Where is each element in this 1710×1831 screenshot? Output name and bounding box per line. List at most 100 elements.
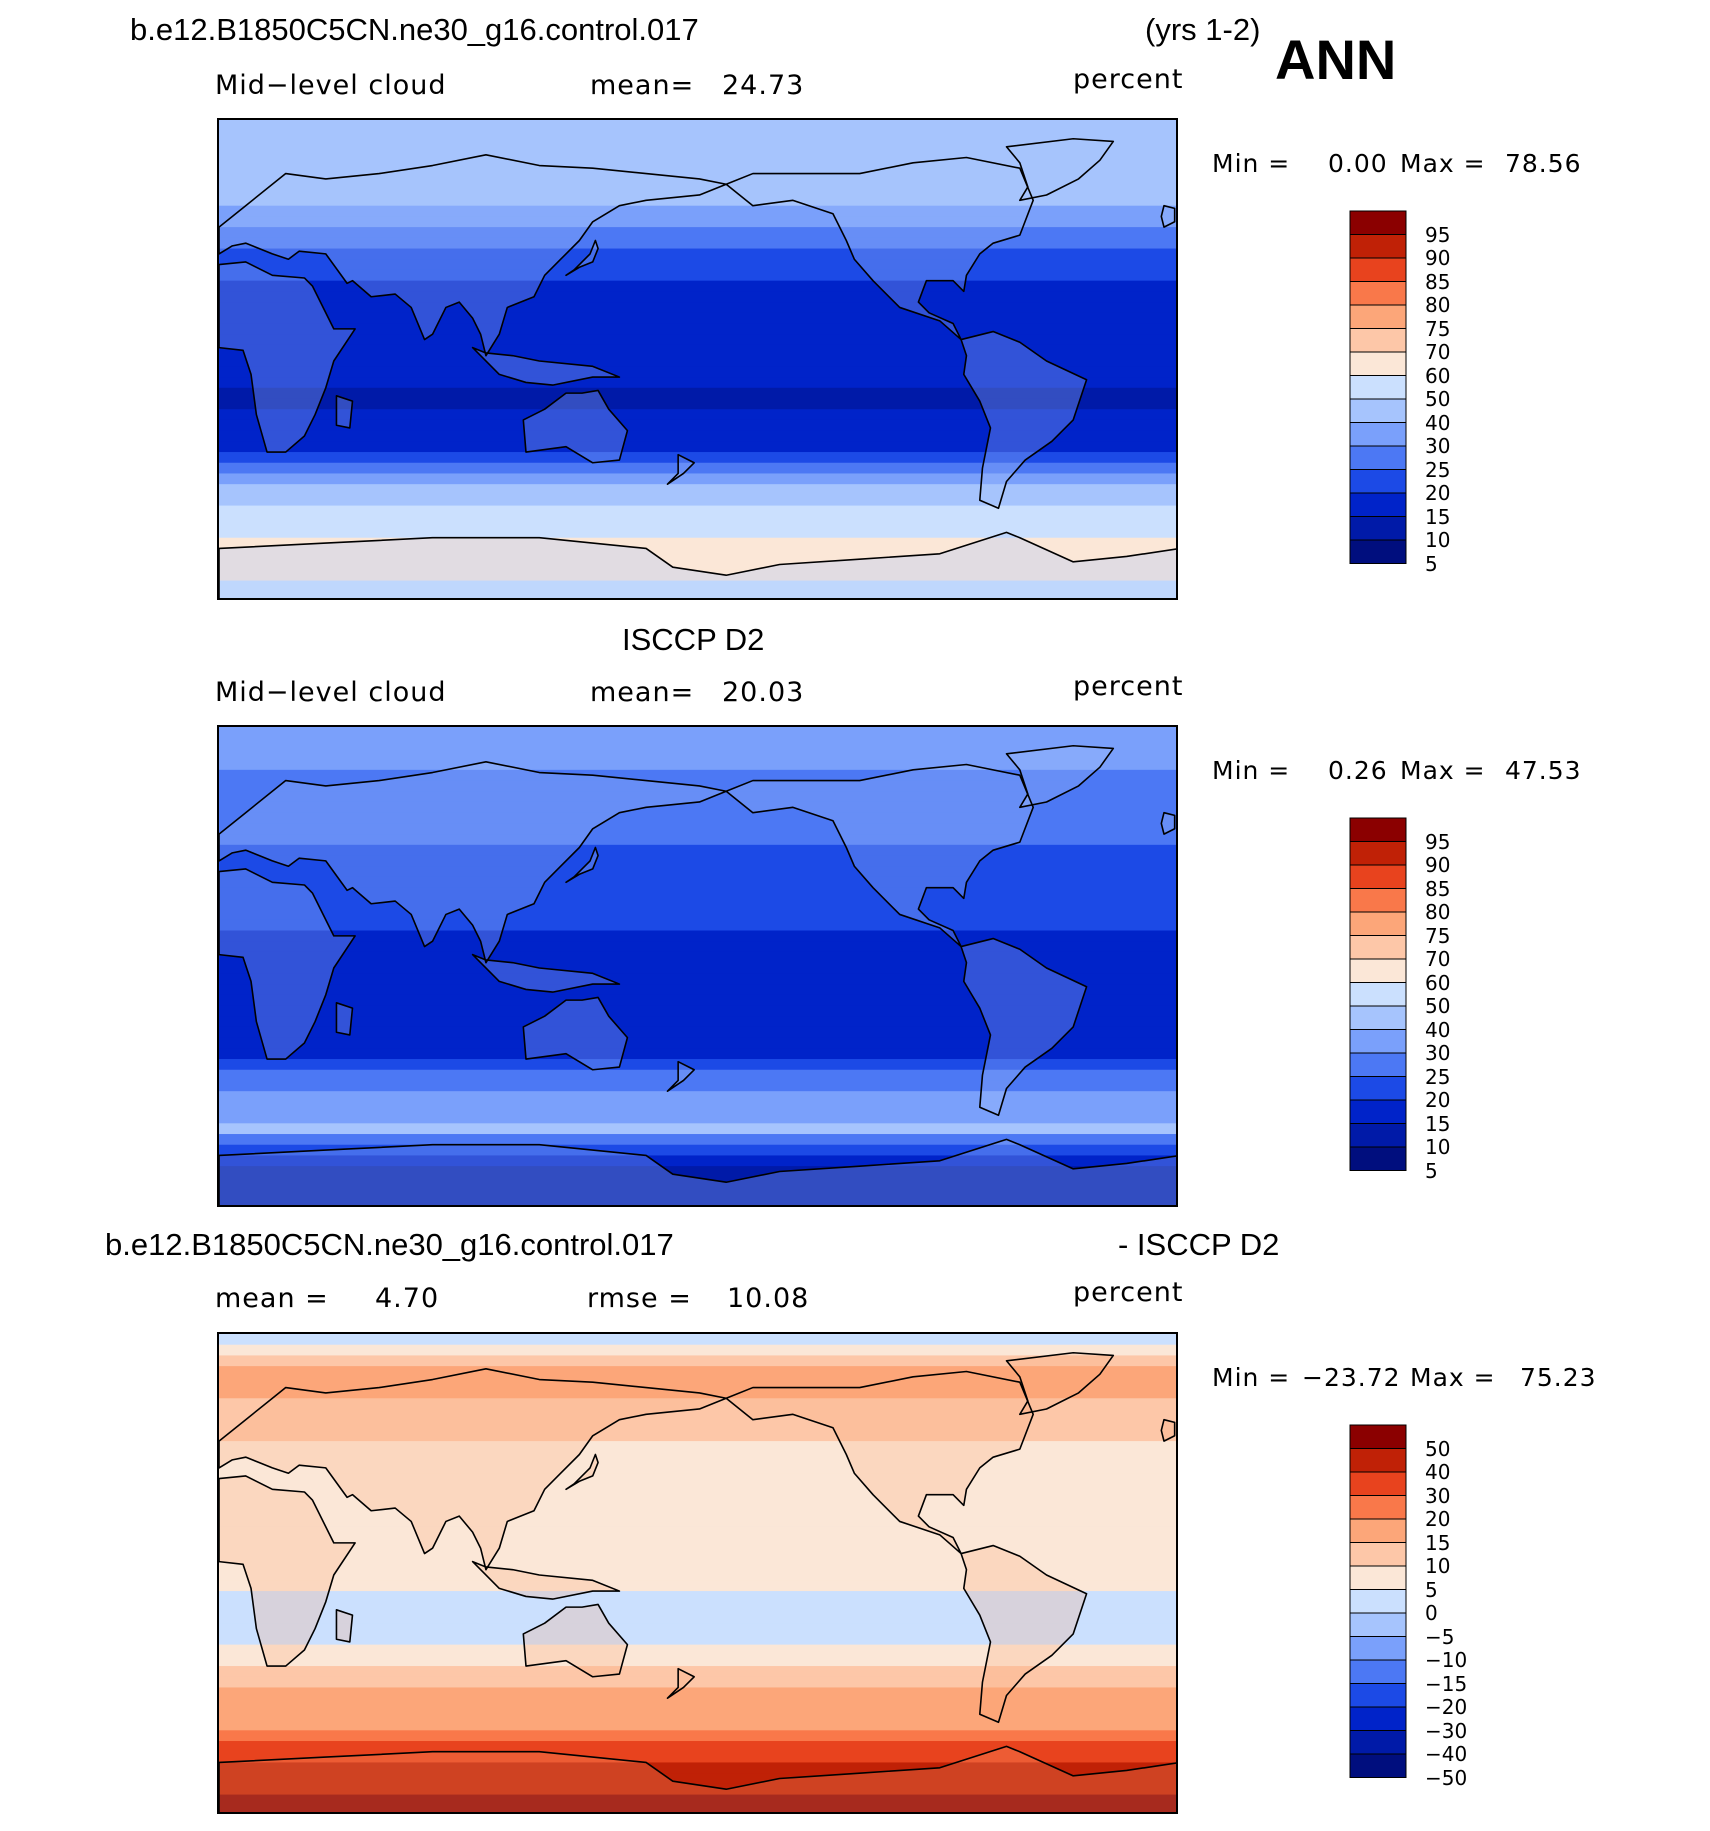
zonal-band (219, 1612, 1176, 1624)
panel2-obs-title: ISCCP D2 (622, 622, 765, 657)
colorbar-2-tick-label: 60 (1425, 970, 1451, 995)
zonal-band (219, 1591, 1176, 1603)
colorbar-3-box (1349, 1589, 1407, 1614)
colorbar-2-box (1349, 841, 1407, 866)
colorbar-2-box (1349, 1123, 1407, 1148)
zonal-band (219, 409, 1176, 421)
zonal-band (219, 194, 1176, 207)
colorbar-2-box (1349, 935, 1407, 960)
zonal-band (219, 1762, 1176, 1774)
land-shade-samerica (961, 938, 1087, 1116)
land-shade-greenland (1006, 1352, 1114, 1415)
coastline-australia (522, 389, 629, 464)
panel1-min-label: Min = (1212, 149, 1291, 178)
coastline-greenland (1005, 744, 1115, 809)
zonal-band (219, 259, 1176, 271)
zonal-band (219, 1366, 1176, 1378)
zonal-band (219, 1494, 1176, 1506)
zonal-band (219, 1155, 1176, 1167)
land-shade-australia (523, 390, 628, 463)
zonal-band (219, 1462, 1176, 1474)
zonal-band (219, 591, 1176, 598)
colorbar-1-box (1349, 281, 1407, 306)
panel1-variable: Mid−level cloud (215, 70, 447, 101)
coastline-australia (522, 1603, 629, 1678)
panel3-rmse-value: 10.08 (727, 1283, 810, 1314)
panel1-case-title: b.e12.B1850C5CN.ne30_g16.control.017 (130, 12, 699, 47)
colorbar-1-box (1349, 375, 1407, 400)
zonal-band (219, 1198, 1176, 1205)
land-shade-greenland (1006, 138, 1114, 201)
zonal-band (219, 1091, 1176, 1103)
colorbar-2-svg (1349, 817, 1407, 1171)
zonal-band (219, 430, 1176, 442)
zonal-band (219, 419, 1176, 432)
coastline-australia (522, 996, 629, 1071)
zonal-band (219, 834, 1176, 846)
colorbar-1-box (1349, 210, 1407, 235)
colorbar-1-box (1349, 422, 1407, 447)
land-shade-samerica (961, 1545, 1087, 1723)
colorbar-3-box (1349, 1424, 1407, 1449)
land-shade-madagascar (336, 1609, 353, 1642)
colorbar-2-tick-label: 50 (1425, 994, 1451, 1018)
colorbar-3-tick-label: −30 (1425, 1718, 1468, 1743)
colorbar-1-tick-label: 20 (1425, 481, 1451, 505)
panel1-mean-label: mean= (590, 70, 695, 101)
colorbar-2-tick-label: 30 (1425, 1041, 1451, 1065)
zonal-band (219, 1558, 1176, 1571)
panel3-min-label: Min = (1212, 1363, 1291, 1392)
zonal-band (219, 1144, 1176, 1157)
coastline-uk (1160, 1418, 1176, 1442)
zonal-band (219, 919, 1176, 932)
panel2-min-value: 0.26 (1328, 756, 1388, 785)
colorbar-1-tick-label: 10 (1425, 528, 1451, 552)
colorbar-1-tick-label: 95 (1425, 222, 1451, 247)
zonal-band (219, 1134, 1176, 1146)
colorbar-2-box (1349, 982, 1407, 1007)
zonal-band (219, 1505, 1176, 1517)
land-shade-uk (1161, 1419, 1175, 1442)
colorbar-3-box (1349, 1448, 1407, 1473)
colorbar-3-tick-label: −40 (1425, 1742, 1468, 1766)
land-shade-nz (667, 1061, 695, 1092)
zonal-band (219, 366, 1176, 378)
zonal-band (219, 323, 1176, 335)
zonal-band (219, 1441, 1176, 1453)
panel3-units: percent (1073, 1277, 1184, 1308)
colorbar-1-tick-label: 75 (1425, 316, 1451, 341)
colorbar-1-box (1349, 492, 1407, 517)
colorbar-3-tick-label: −20 (1425, 1695, 1468, 1719)
colorbar-1-box (1349, 469, 1407, 494)
zonal-band (219, 887, 1176, 899)
zonal-band (219, 1059, 1176, 1071)
zonal-band (219, 484, 1176, 496)
zonal-band (219, 494, 1176, 507)
zonal-band (219, 1376, 1176, 1389)
zonal-band (219, 1005, 1176, 1017)
land-shade-antarctica (219, 1139, 1176, 1205)
land-shade-madagascar (336, 395, 353, 428)
zonal-band (219, 462, 1176, 475)
panel2-mean-label: mean= (590, 677, 695, 708)
land-shade-uk (1161, 205, 1175, 228)
zonal-band (219, 334, 1176, 346)
panel3-map (217, 1332, 1178, 1814)
zonal-band (219, 1708, 1176, 1721)
panel3-case-title: b.e12.B1850C5CN.ne30_g16.control.017 (105, 1227, 674, 1262)
colorbar-1-box (1349, 539, 1407, 564)
colorbar-3-tick-label: 50 (1425, 1436, 1451, 1461)
zonal-band (219, 769, 1176, 782)
zonal-band (219, 269, 1176, 282)
colorbar-2-tick-label: 75 (1425, 923, 1451, 948)
colorbar-3-tick-label: 30 (1425, 1483, 1451, 1508)
coastline-eurasia (219, 761, 727, 964)
zonal-band (219, 1773, 1176, 1785)
coastline-japan (565, 239, 599, 277)
map-2-svg (219, 727, 1176, 1205)
zonal-band (219, 748, 1176, 760)
zonal-band (219, 791, 1176, 803)
coastline-samerica (960, 937, 1088, 1117)
zonal-band (219, 1569, 1176, 1581)
coastline-nz (666, 453, 695, 485)
